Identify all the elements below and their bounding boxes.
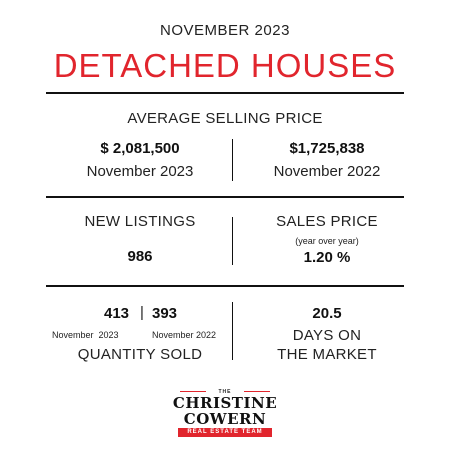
average-price-label: AVERAGE SELLING PRICE	[127, 110, 323, 127]
quantity-sold-label: QUANTITY SOLD	[77, 346, 203, 363]
divider-middle	[46, 196, 404, 198]
quantity-sold-previous-period: November 2022	[152, 330, 217, 340]
divider-top	[46, 92, 404, 94]
days-on-market-label-line2: THE MARKET	[277, 346, 377, 363]
sales-price-value: 1.20 %	[303, 249, 351, 266]
logo-tagline: REAL ESTATE TEAM	[178, 428, 272, 437]
divider-vertical-listings	[232, 217, 233, 265]
quantity-sold-previous-value: 393	[152, 305, 178, 322]
days-on-market-label-line1: DAYS ON	[292, 327, 362, 344]
report-period: NOVEMBER 2023	[160, 22, 290, 39]
divider-bottom	[46, 285, 404, 287]
days-on-market-value: 20.5	[312, 305, 342, 322]
quantity-sold-current-value: 413	[104, 305, 130, 322]
logo-name-line1: CHRISTINE	[172, 394, 278, 412]
quantity-sold-current-period: November 2023	[52, 330, 119, 340]
logo-rule-left	[180, 391, 206, 392]
logo-the: THE	[218, 389, 232, 395]
quantity-sold-separator: |	[140, 304, 144, 321]
page-title: DETACHED HOUSES	[53, 47, 397, 84]
new-listings-label: NEW LISTINGS	[84, 213, 196, 230]
average-price-current-period: November 2023	[86, 163, 194, 180]
new-listings-value: 986	[127, 248, 153, 265]
divider-vertical-price	[232, 139, 233, 181]
divider-vertical-quantity	[232, 302, 233, 360]
sales-price-note: (year over year)	[295, 236, 359, 246]
sales-price-label: SALES PRICE	[276, 213, 378, 230]
average-price-previous-period: November 2022	[273, 163, 381, 180]
logo-name-line2: COWERN	[183, 410, 267, 428]
logo-rule-right	[244, 391, 270, 392]
average-price-previous-value: $1,725,838	[289, 140, 365, 157]
average-price-current-value: $ 2,081,500	[100, 140, 180, 157]
